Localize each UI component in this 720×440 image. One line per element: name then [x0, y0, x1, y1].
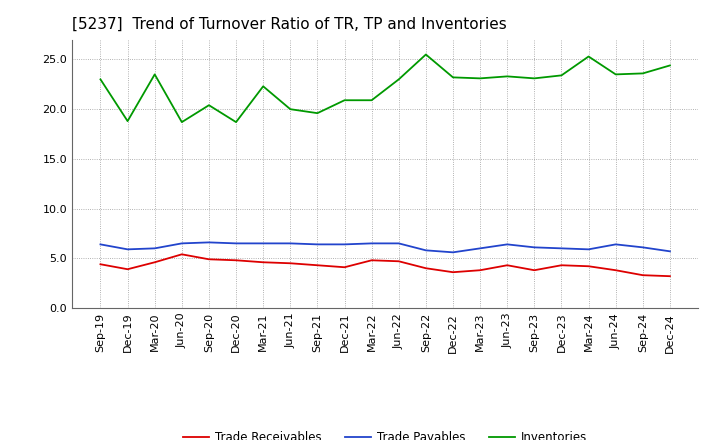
Trade Receivables — [313, 263, 322, 268]
Trade Receivables — [421, 266, 430, 271]
Trade Payables — [178, 241, 186, 246]
Inventories — [313, 110, 322, 116]
Trade Payables — [204, 240, 213, 245]
Trade Receivables — [123, 267, 132, 272]
Trade Payables — [259, 241, 268, 246]
Trade Payables — [557, 246, 566, 251]
Inventories — [204, 103, 213, 108]
Trade Payables — [449, 249, 457, 255]
Trade Receivables — [204, 257, 213, 262]
Trade Receivables — [395, 259, 403, 264]
Trade Receivables — [367, 258, 376, 263]
Trade Payables — [286, 241, 294, 246]
Trade Payables — [150, 246, 159, 251]
Trade Receivables — [584, 264, 593, 269]
Trade Payables — [341, 242, 349, 247]
Trade Payables — [421, 248, 430, 253]
Trade Payables — [395, 241, 403, 246]
Line: Inventories: Inventories — [101, 55, 670, 122]
Trade Receivables — [96, 262, 105, 267]
Trade Receivables — [150, 260, 159, 265]
Inventories — [232, 120, 240, 125]
Inventories — [503, 74, 511, 79]
Trade Payables — [313, 242, 322, 247]
Trade Receivables — [557, 263, 566, 268]
Trade Payables — [611, 242, 620, 247]
Trade Payables — [96, 242, 105, 247]
Trade Receivables — [232, 258, 240, 263]
Inventories — [96, 77, 105, 82]
Inventories — [123, 118, 132, 124]
Inventories — [639, 71, 647, 76]
Inventories — [341, 98, 349, 103]
Inventories — [449, 75, 457, 80]
Inventories — [421, 52, 430, 57]
Trade Receivables — [341, 264, 349, 270]
Trade Receivables — [611, 268, 620, 273]
Text: [5237]  Trend of Turnover Ratio of TR, TP and Inventories: [5237] Trend of Turnover Ratio of TR, TP… — [72, 16, 507, 32]
Trade Receivables — [286, 260, 294, 266]
Inventories — [178, 120, 186, 125]
Trade Payables — [367, 241, 376, 246]
Trade Payables — [476, 246, 485, 251]
Line: Trade Payables: Trade Payables — [101, 242, 670, 252]
Trade Payables — [639, 245, 647, 250]
Inventories — [259, 84, 268, 89]
Inventories — [150, 72, 159, 77]
Inventories — [367, 98, 376, 103]
Trade Receivables — [178, 252, 186, 257]
Trade Receivables — [530, 268, 539, 273]
Inventories — [530, 76, 539, 81]
Inventories — [584, 54, 593, 59]
Trade Payables — [584, 247, 593, 252]
Trade Payables — [530, 245, 539, 250]
Trade Payables — [665, 249, 674, 254]
Trade Receivables — [259, 260, 268, 265]
Trade Payables — [503, 242, 511, 247]
Inventories — [611, 72, 620, 77]
Trade Receivables — [665, 274, 674, 279]
Trade Payables — [232, 241, 240, 246]
Inventories — [286, 106, 294, 112]
Inventories — [557, 73, 566, 78]
Trade Receivables — [449, 270, 457, 275]
Legend: Trade Receivables, Trade Payables, Inventories: Trade Receivables, Trade Payables, Inven… — [179, 427, 592, 440]
Trade Receivables — [503, 263, 511, 268]
Inventories — [476, 76, 485, 81]
Trade Receivables — [639, 272, 647, 278]
Trade Payables — [123, 247, 132, 252]
Trade Receivables — [476, 268, 485, 273]
Inventories — [395, 77, 403, 82]
Line: Trade Receivables: Trade Receivables — [101, 254, 670, 276]
Inventories — [665, 63, 674, 68]
